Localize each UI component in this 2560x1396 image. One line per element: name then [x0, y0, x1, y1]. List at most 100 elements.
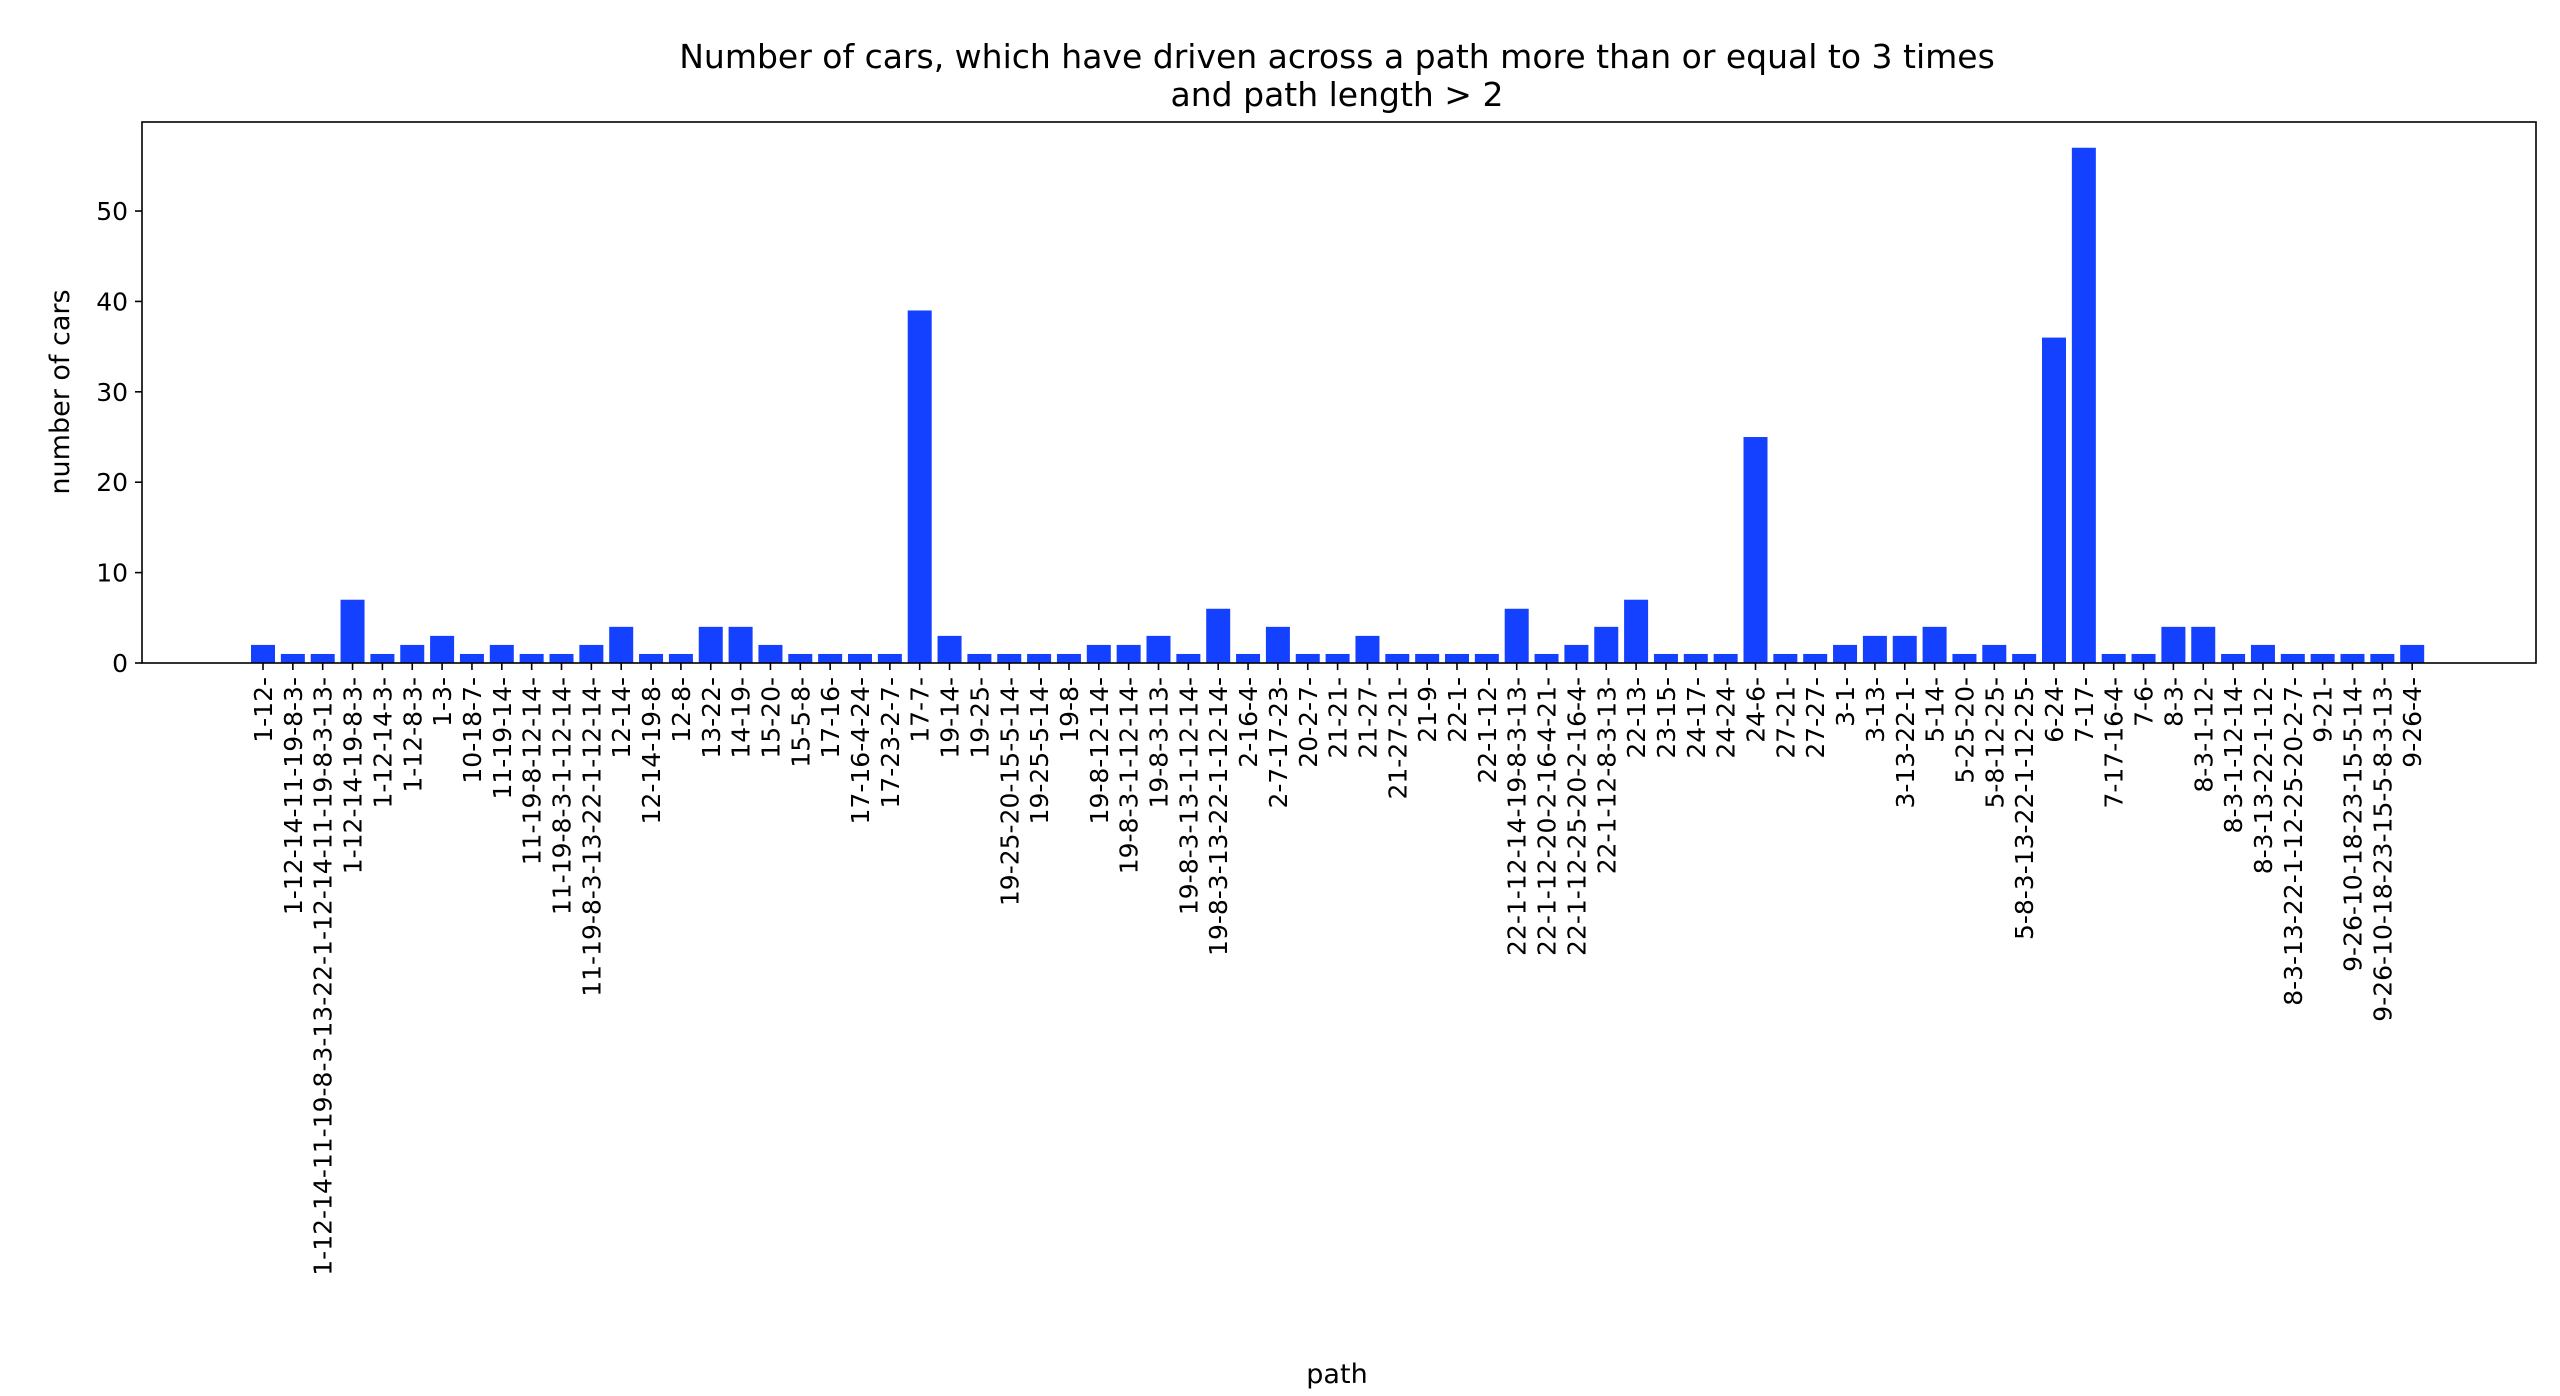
y-tick-label: 30 — [96, 378, 128, 407]
bar-11 — [579, 644, 604, 663]
x-tick-label: 21-21- — [1324, 677, 1353, 759]
x-tick-label: 9-26-10-18-23-15-5-8-3-13- — [2368, 677, 2397, 1022]
bar-27 — [1056, 653, 1081, 663]
x-tick-label: 22-1-12-25-20-2-16-4- — [1562, 677, 1591, 956]
x-tick-label: 15-5-8- — [786, 677, 815, 768]
bar-72 — [2400, 644, 2425, 663]
y-axis-ticks: 0 10 20 30 40 50 — [96, 197, 142, 678]
bar-41 — [1474, 653, 1499, 663]
x-tick-label: 12-8- — [667, 677, 696, 743]
bar-36 — [1325, 653, 1350, 663]
x-tick-label: 24-24- — [1712, 677, 1741, 759]
x-tick-label: 5-25-20- — [1950, 677, 1979, 784]
bar-58 — [1982, 644, 2007, 663]
bar-4 — [370, 653, 395, 663]
x-tick-label: 1-12-14-3- — [368, 677, 397, 809]
x-tick-label: 27-21- — [1771, 677, 1800, 759]
x-tick-label: 2-16-4- — [1234, 677, 1263, 768]
bar-12 — [609, 626, 634, 663]
x-tick-label: 8-3- — [2159, 677, 2188, 727]
x-tick-label: 1-12-14-19-8-3- — [339, 677, 368, 874]
bar-26 — [1027, 653, 1052, 663]
x-tick-label: 22-1-12-20-2-16-4-21- — [1533, 677, 1562, 956]
bar-49 — [1713, 653, 1738, 663]
bar-23 — [937, 635, 962, 663]
bar-65 — [2191, 626, 2216, 663]
bar-39 — [1415, 653, 1440, 663]
x-tick-label: 19-8-12-14- — [1085, 677, 1114, 824]
x-tick-label: 3-1- — [1831, 677, 1860, 727]
x-tick-label: 22-13- — [1622, 677, 1651, 759]
bar-53 — [1833, 644, 1858, 663]
y-tick-label: 50 — [96, 197, 128, 226]
bar-60 — [2042, 337, 2066, 663]
x-tick-label: 19-8-3-13- — [1145, 677, 1174, 809]
x-tick-label: 23-15- — [1652, 677, 1681, 759]
bar-17 — [758, 644, 783, 663]
bar-62 — [2101, 653, 2126, 663]
x-tick-label: 7-17- — [2070, 677, 2099, 743]
bar-8 — [489, 644, 514, 663]
bar-1 — [280, 653, 305, 663]
y-tick-label: 0 — [112, 649, 128, 678]
bar-37 — [1355, 635, 1380, 663]
bar-2 — [310, 653, 335, 663]
bar-6 — [430, 635, 455, 663]
bar-44 — [1564, 644, 1589, 663]
x-axis-ticks: 1-12- 1-12-14-11-19-8-3- 1-12-14-11-19-8-3… — [249, 663, 2427, 1276]
x-tick-label: 6-24- — [2040, 677, 2069, 743]
x-tick-label: 11-19-8-12-14- — [518, 677, 547, 865]
bar-55 — [1892, 635, 1917, 663]
x-tick-label: 22-1- — [1443, 677, 1472, 743]
bar-52 — [1803, 653, 1828, 663]
x-tick-label: 22-1-12- — [1473, 677, 1502, 784]
x-tick-label: 8-3-13-22-1-12- — [2249, 677, 2278, 874]
x-tick-label: 24-6- — [1742, 677, 1771, 743]
bar-21 — [877, 653, 902, 663]
x-tick-label: 21-9- — [1413, 677, 1442, 743]
x-tick-label: 9-26-10-18-23-15-5-14- — [2339, 677, 2368, 972]
x-tick-label: 19-8- — [1055, 677, 1084, 743]
x-tick-label: 19-25- — [965, 677, 994, 759]
x-tick-label: 13-22- — [697, 677, 726, 759]
x-tick-label: 27-27- — [1801, 677, 1830, 759]
x-tick-label: 12-14-19-8- — [637, 677, 666, 824]
x-tick-label: 3-13- — [1861, 677, 1890, 743]
x-tick-label: 7-6- — [2130, 677, 2159, 727]
x-tick-label: 3-13-22-1- — [1891, 677, 1920, 809]
bar-64 — [2161, 626, 2186, 663]
bar-35 — [1295, 653, 1320, 663]
chart-title: Number of cars, which have driven across… — [679, 37, 1995, 76]
x-tick-label: 22-1-12-14-19-8-3-13- — [1503, 677, 1532, 956]
x-tick-label: 9-26-4- — [2398, 677, 2427, 768]
bar-42 — [1504, 608, 1529, 663]
y-tick-label: 10 — [96, 559, 128, 588]
plot-frame — [141, 121, 2537, 664]
x-tick-label: 19-25-5-14- — [1025, 677, 1054, 824]
x-tick-label: 1-12-14-11-19-8-3-13-22-1-12-14-11-19-8-… — [309, 677, 338, 1276]
bar-38 — [1385, 653, 1410, 663]
bar-24 — [967, 653, 992, 663]
y-tick-label: 20 — [96, 468, 128, 497]
x-tick-label: 1-12-8-3- — [398, 677, 427, 793]
bar-46 — [1624, 599, 1649, 663]
x-tick-label: 14-19- — [727, 677, 756, 759]
bar-59 — [2012, 653, 2037, 663]
y-axis-label: number of cars — [45, 289, 76, 494]
bar-29 — [1116, 644, 1141, 663]
bar-0 — [251, 644, 275, 663]
x-tick-label: 19-25-20-15-5-14- — [995, 677, 1024, 906]
x-tick-label: 21-27- — [1353, 677, 1382, 759]
x-tick-label: 9-21- — [2309, 677, 2338, 743]
x-tick-label: 8-3-1-12-14- — [2219, 677, 2248, 833]
bar-20 — [848, 653, 872, 663]
bar-19 — [818, 653, 843, 663]
x-tick-label: 21-27-21- — [1383, 677, 1412, 800]
x-tick-label: 19-8-3-13-22-1-12-14- — [1204, 677, 1233, 956]
bar-13 — [639, 653, 664, 663]
x-tick-label: 17-16-4-24- — [846, 677, 875, 824]
x-tick-label: 15-20- — [756, 677, 785, 759]
bar-51 — [1773, 653, 1798, 663]
x-tick-label: 17-16- — [816, 677, 845, 759]
